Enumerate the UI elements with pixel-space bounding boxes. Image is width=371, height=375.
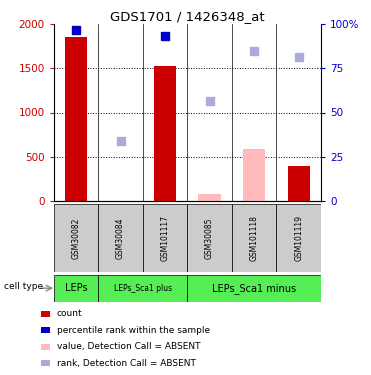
Text: percentile rank within the sample: percentile rank within the sample [56, 326, 210, 335]
Bar [288, 166, 310, 201]
Bar [98, 204, 143, 272]
Text: GSM30084: GSM30084 [116, 217, 125, 259]
Bar [187, 274, 321, 302]
Bar [41, 327, 50, 333]
Bar [232, 204, 276, 272]
Bar [243, 148, 265, 201]
Text: GSM101117: GSM101117 [161, 215, 170, 261]
Bar [187, 204, 232, 272]
Bar [198, 195, 221, 201]
Bar [98, 274, 187, 302]
Bar [41, 344, 50, 350]
Text: rank, Detection Call = ABSENT: rank, Detection Call = ABSENT [56, 358, 196, 368]
Text: GSM30085: GSM30085 [205, 217, 214, 259]
Bar [276, 204, 321, 272]
Text: GSM101118: GSM101118 [250, 215, 259, 261]
Bar [41, 311, 50, 317]
Bar [54, 204, 98, 272]
Bar [154, 66, 176, 201]
Bar [54, 274, 98, 302]
Bar [143, 204, 187, 272]
Bar [41, 360, 50, 366]
Text: GSM30082: GSM30082 [72, 217, 81, 259]
Text: LEPs: LEPs [65, 283, 87, 293]
Text: GSM101119: GSM101119 [294, 215, 303, 261]
Text: LEPs_Sca1 plus: LEPs_Sca1 plus [114, 284, 172, 292]
Text: LEPs_Sca1 minus: LEPs_Sca1 minus [212, 283, 296, 294]
Text: cell type: cell type [4, 282, 43, 291]
Bar [65, 37, 87, 201]
Title: GDS1701 / 1426348_at: GDS1701 / 1426348_at [110, 10, 265, 23]
Text: count: count [56, 309, 82, 318]
Text: value, Detection Call = ABSENT: value, Detection Call = ABSENT [56, 342, 200, 351]
